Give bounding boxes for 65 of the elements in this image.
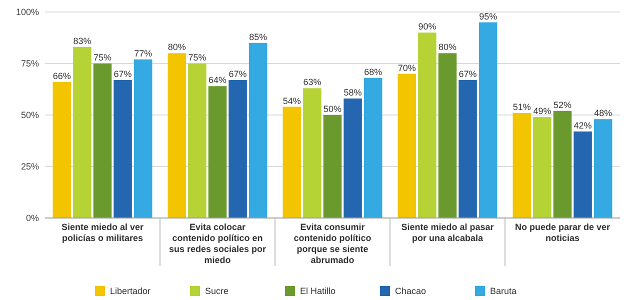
x-tick-label: Evita consumir contenido político porque se siente abrumado <box>294 222 372 265</box>
data-label: 67% <box>458 68 477 79</box>
legend-label: Libertador <box>110 286 151 296</box>
data-label: 54% <box>282 96 301 106</box>
legend-label: Sucre <box>205 286 229 296</box>
legend-label: Chacao <box>395 286 426 296</box>
bar <box>418 32 436 218</box>
bar <box>533 117 552 218</box>
bar <box>323 115 342 218</box>
bar <box>438 53 457 218</box>
bar <box>512 112 532 218</box>
bar <box>93 64 112 218</box>
data-label: 70% <box>398 62 416 73</box>
y-tick-label: 100% <box>16 6 39 17</box>
bar <box>398 74 416 218</box>
bar <box>134 59 152 218</box>
bar <box>364 78 382 218</box>
y-tick-label: 75% <box>20 58 39 68</box>
data-label: 67% <box>228 68 247 79</box>
data-label: 64% <box>208 75 227 86</box>
bar <box>594 119 612 218</box>
y-tick-label: 0% <box>26 212 39 223</box>
data-label: 66% <box>52 71 71 82</box>
data-label: 63% <box>303 77 322 88</box>
data-label: 67% <box>114 68 132 79</box>
data-label: 77% <box>134 48 152 58</box>
bar <box>303 88 322 218</box>
data-label: 68% <box>364 66 382 77</box>
x-tick-label: Siente miedo al pasar por una alcabala <box>401 222 494 243</box>
y-tick-label: 25% <box>20 161 39 172</box>
data-label: 95% <box>479 11 498 22</box>
data-label: 52% <box>553 100 572 110</box>
bar <box>458 80 477 218</box>
data-label: 58% <box>344 88 362 98</box>
data-label: 75% <box>93 52 112 62</box>
data-label: 83% <box>73 36 92 46</box>
data-label: 48% <box>594 108 612 118</box>
bar <box>574 131 592 218</box>
data-label: 49% <box>533 106 552 116</box>
data-label: 42% <box>574 120 592 130</box>
bar <box>208 86 227 218</box>
data-label: 75% <box>188 52 206 62</box>
bar <box>228 80 247 218</box>
data-label: 90% <box>418 22 436 32</box>
bar <box>344 98 362 218</box>
data-label: 51% <box>512 102 531 112</box>
bar <box>188 64 206 218</box>
x-tick-label: No puede parar de ver noticias <box>514 222 611 243</box>
bar <box>168 53 186 218</box>
data-label: 50% <box>323 104 342 114</box>
legend-label: El Hatillo <box>300 286 336 296</box>
bar <box>478 22 498 218</box>
bar <box>73 47 92 218</box>
legend-label: Baruta <box>490 286 517 296</box>
bar <box>114 80 132 218</box>
bar <box>553 110 572 218</box>
data-label: 80% <box>168 42 186 52</box>
data-label: 80% <box>438 42 457 52</box>
y-tick-label: 50% <box>20 110 39 120</box>
data-label: 85% <box>249 32 268 42</box>
bar <box>248 42 268 218</box>
x-tick-label: Siente miedo al ver policías o militares <box>61 222 144 243</box>
x-tick-label: Evita colocar contenido político en sus redes sociales por miedo <box>168 222 267 265</box>
bar <box>52 82 72 218</box>
bar <box>282 106 302 218</box>
